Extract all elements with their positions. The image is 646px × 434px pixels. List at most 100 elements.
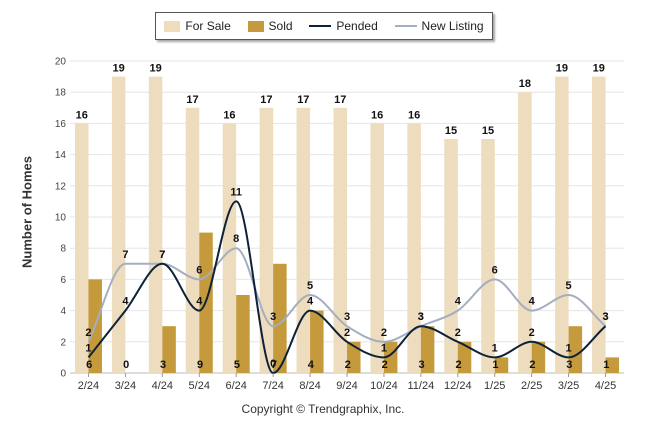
legend-label-new-listing: New Listing	[421, 19, 484, 33]
label-pended: 3	[418, 311, 424, 323]
label-new-listing: 6	[492, 264, 498, 276]
legend-item-sold[interactable]: Sold	[247, 19, 293, 33]
legend-label-for-sale: For Sale	[185, 19, 231, 33]
label-for-sale: 19	[113, 63, 125, 75]
label-pended: 3	[602, 311, 608, 323]
label-sold: 6	[86, 359, 92, 371]
bars	[74, 76, 620, 374]
label-new-listing: 7	[159, 249, 165, 261]
label-sold: 0	[123, 359, 129, 371]
label-sold: 1	[603, 359, 609, 371]
x-tick-label-2-24: 2/24	[78, 380, 99, 392]
legend: For Sale Sold Pended New Listing	[155, 12, 493, 40]
bar-for-sale-2-25	[518, 92, 532, 373]
label-new-listing: 8	[233, 233, 239, 245]
label-for-sale: 16	[408, 109, 420, 121]
x-tick-label-4-25: 4/25	[595, 380, 616, 392]
bar-sold-11-24	[420, 326, 435, 373]
label-for-sale: 18	[519, 78, 531, 90]
y-tick-label: 2	[60, 337, 66, 348]
label-sold: 9	[197, 359, 203, 371]
label-sold: 3	[566, 359, 572, 371]
bar-sold-8-24	[310, 310, 324, 373]
lines	[87, 200, 607, 375]
y-axis-label: Number of Homes	[19, 156, 35, 268]
x-tick-label-7-24: 7/24	[262, 380, 283, 392]
label-new-listing: 5	[307, 280, 313, 292]
bar-sold-9-24	[347, 341, 361, 373]
label-sold: 3	[419, 359, 425, 371]
label-pended: 1	[85, 342, 91, 354]
label-new-listing: 3	[418, 311, 424, 323]
label-pended: 1	[492, 342, 498, 354]
legend-swatch-pended	[309, 25, 332, 27]
label-for-sale: 16	[76, 109, 88, 121]
x-tick-label-3-24: 3/24	[115, 380, 136, 392]
label-new-listing: 4	[529, 296, 536, 308]
y-tick-label: 20	[55, 57, 67, 68]
x-tick-label-12-24: 12/24	[444, 380, 472, 392]
legend-item-for-sale[interactable]: For Sale	[164, 19, 231, 33]
y-tick-label: 16	[55, 119, 67, 130]
label-new-listing: 3	[270, 311, 276, 323]
x-tick-label-8-24: 8/24	[299, 380, 320, 392]
legend-item-pended[interactable]: Pended	[309, 19, 378, 33]
bar-sold-4-25	[605, 357, 620, 373]
label-new-listing: 5	[566, 280, 572, 292]
bar-for-sale-4-24	[148, 76, 163, 373]
y-tick-label: 8	[60, 244, 66, 255]
bar-for-sale-3-24	[111, 76, 126, 373]
bar-sold-4-24	[162, 326, 176, 373]
label-new-listing: 2	[85, 327, 91, 339]
x-tick-label-6-24: 6/24	[225, 380, 246, 392]
label-sold: 2	[382, 359, 388, 371]
bar-sold-3-25	[568, 326, 583, 373]
x-ticks: 2/24 3/24 4/24 5/24 6/24 7/24 8/24 9/24 10/24 11/…	[78, 373, 616, 392]
legend-item-new-listing[interactable]: New Listing	[394, 19, 484, 33]
line-new-listing	[87, 247, 607, 343]
label-sold: 4	[308, 359, 315, 371]
x-tick-label-10-24: 10/24	[370, 380, 398, 392]
label-new-listing: 6	[196, 264, 202, 276]
label-pended: 0	[270, 358, 276, 370]
y-tick-label: 10	[55, 213, 67, 224]
x-tick-label-5-24: 5/24	[189, 380, 210, 392]
y-tick-label: 18	[55, 88, 67, 99]
bar-for-sale-2-24	[74, 123, 89, 374]
bar-for-sale-1-25	[481, 139, 495, 373]
label-for-sale: 19	[149, 63, 161, 75]
y-tick-label: 14	[55, 150, 67, 161]
legend-label-pended: Pended	[336, 19, 378, 33]
x-tick-label-1-25: 1/25	[484, 380, 505, 392]
label-for-sale: 17	[297, 94, 309, 106]
bar-for-sale-3-25	[555, 76, 569, 373]
label-pended: 4	[307, 296, 314, 308]
y-tick-label: 6	[60, 275, 66, 286]
line-pended	[87, 200, 607, 375]
y-tick-label: 0	[60, 369, 66, 380]
bar-for-sale-11-24	[407, 123, 421, 374]
y-tick-label: 12	[55, 181, 67, 192]
label-pended: 1	[566, 342, 572, 354]
x-tick-label-9-24: 9/24	[336, 380, 357, 392]
legend-swatch-sold	[247, 20, 264, 32]
label-sold: 2	[529, 359, 535, 371]
label-for-sale: 16	[223, 109, 235, 121]
label-sold: 5	[234, 359, 240, 371]
label-for-sale: 17	[186, 94, 198, 106]
label-pended: 7	[159, 249, 165, 261]
bar-for-sale-5-24	[185, 107, 200, 374]
label-for-sale: 15	[482, 125, 494, 137]
y-ticks: 0 2 4 6 8 10 12 14 16 18 20	[55, 57, 67, 380]
label-sold: 2	[345, 359, 351, 371]
bar-sold-12-24	[457, 341, 472, 373]
label-for-sale: 19	[593, 63, 605, 75]
bar-sold-2-25	[531, 341, 546, 373]
label-new-listing: 2	[381, 327, 387, 339]
bar-for-sale-9-24	[333, 107, 347, 374]
label-pended: 4	[122, 296, 129, 308]
label-for-sale: 17	[260, 94, 272, 106]
legend-swatch-for-sale	[164, 20, 181, 32]
bar-for-sale-8-24	[296, 107, 311, 374]
